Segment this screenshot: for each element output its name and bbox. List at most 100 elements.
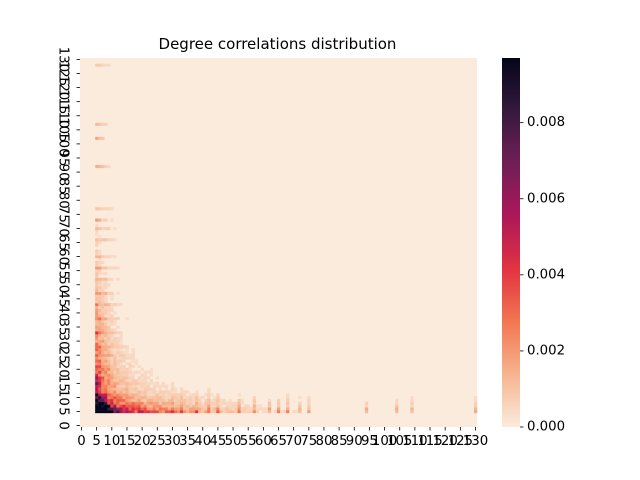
heatmap-cell [107, 407, 111, 411]
heatmap-cell [98, 286, 102, 290]
heatmap-cell [143, 370, 147, 374]
heatmap-cell [134, 384, 138, 388]
heatmap-cell [113, 379, 117, 383]
heatmap-cell [101, 404, 105, 408]
heatmap-cell [104, 325, 108, 329]
heatmap-cell [213, 407, 217, 411]
heatmap-cell [116, 404, 120, 408]
heatmap-cell [104, 218, 108, 222]
heatmap-cell [104, 370, 108, 374]
heatmap-cell [107, 63, 111, 67]
heatmap-cell [128, 376, 132, 380]
heatmap-cell [110, 348, 114, 352]
y-tick-label: 50 [56, 276, 71, 293]
heatmap-cell [101, 283, 105, 287]
heatmap-cell [110, 387, 114, 391]
heatmap-cell [119, 336, 123, 340]
heatmap-cell [98, 280, 102, 284]
heatmap-cell [140, 367, 144, 371]
heatmap-cell [155, 390, 160, 394]
heatmap-cell [155, 396, 160, 400]
heatmap-cell [201, 407, 205, 411]
heatmap-cell [107, 384, 111, 388]
heatmap-cell [128, 381, 132, 385]
heatmap-cell [240, 401, 244, 405]
heatmap-cell [110, 317, 114, 321]
heatmap-cell [119, 401, 123, 405]
heatmap-cell [258, 407, 263, 411]
heatmap-cell [146, 384, 150, 388]
heatmap-cell [131, 365, 135, 369]
heatmap-cell [95, 376, 99, 380]
heatmap-cell [473, 404, 478, 408]
heatmap-cell [207, 398, 211, 402]
heatmap-cell [95, 350, 99, 355]
heatmap-cell [110, 376, 114, 380]
heatmap-cell [395, 398, 399, 402]
heatmap-cell [113, 353, 117, 357]
heatmap-cell [101, 356, 105, 360]
heatmap-cell [110, 367, 114, 371]
heatmap-cell [180, 404, 184, 408]
heatmap-cell [143, 407, 147, 411]
heatmap-cell [98, 384, 102, 388]
heatmap-cell [473, 396, 478, 400]
heatmap-cell [107, 283, 111, 287]
heatmap-cell [104, 365, 108, 369]
heatmap-cell [101, 303, 105, 307]
heatmap-cell [143, 398, 147, 402]
heatmap-cell [176, 407, 181, 411]
heatmap-cell [195, 404, 199, 408]
y-tick-label: 125 [56, 61, 71, 86]
y-tick-label: 100 [56, 131, 71, 156]
heatmap-cell [125, 370, 129, 374]
heatmap-cell [107, 381, 111, 385]
heatmap-cell [104, 305, 108, 309]
y-tick-label: 55 [56, 262, 71, 279]
heatmap-cell [116, 387, 120, 391]
heatmap-cell [116, 350, 120, 355]
heatmap-cell [258, 404, 263, 408]
heatmap-cell [116, 410, 120, 414]
heatmap-cell [473, 398, 478, 402]
heatmap-cell [101, 410, 105, 414]
heatmap-cell [161, 410, 166, 414]
heatmap-cell [95, 387, 99, 391]
heatmap-cell [286, 396, 290, 400]
heatmap-cell [146, 390, 150, 394]
heatmap-cell [107, 336, 111, 340]
heatmap-cell [167, 404, 172, 408]
heatmap-cell [298, 410, 302, 414]
heatmap-cell [364, 407, 369, 411]
heatmap-cell [110, 384, 114, 388]
heatmap-cell [180, 407, 184, 411]
heatmap-cell [243, 410, 247, 414]
heatmap-cell [101, 331, 105, 335]
heatmap-cell [198, 398, 202, 402]
heatmap-cell [110, 331, 114, 335]
heatmap-cell [107, 339, 111, 343]
heatmap-cell [95, 263, 99, 267]
heatmap-cell [183, 407, 187, 411]
heatmap-cell [95, 277, 99, 281]
heatmap-cell [101, 359, 105, 363]
heatmap-cell [104, 398, 108, 402]
heatmap-cell [104, 322, 108, 326]
heatmap-cell [143, 379, 147, 383]
heatmap-cell [116, 266, 120, 270]
y-tick-label: 25 [56, 347, 71, 364]
heatmap-cell [116, 277, 120, 281]
heatmap-cell [116, 317, 120, 321]
heatmap-cell [216, 407, 220, 411]
heatmap-cell [104, 280, 108, 284]
heatmap-cell [113, 401, 117, 405]
y-tick-label: 95 [56, 150, 71, 167]
heatmap-cell [198, 410, 202, 414]
heatmap-cell [128, 401, 132, 405]
heatmap-cell [104, 283, 108, 287]
heatmap-background [80, 58, 477, 427]
heatmap-cell [210, 398, 214, 402]
heatmap-cell [104, 291, 108, 295]
heatmap-cell [180, 401, 184, 405]
